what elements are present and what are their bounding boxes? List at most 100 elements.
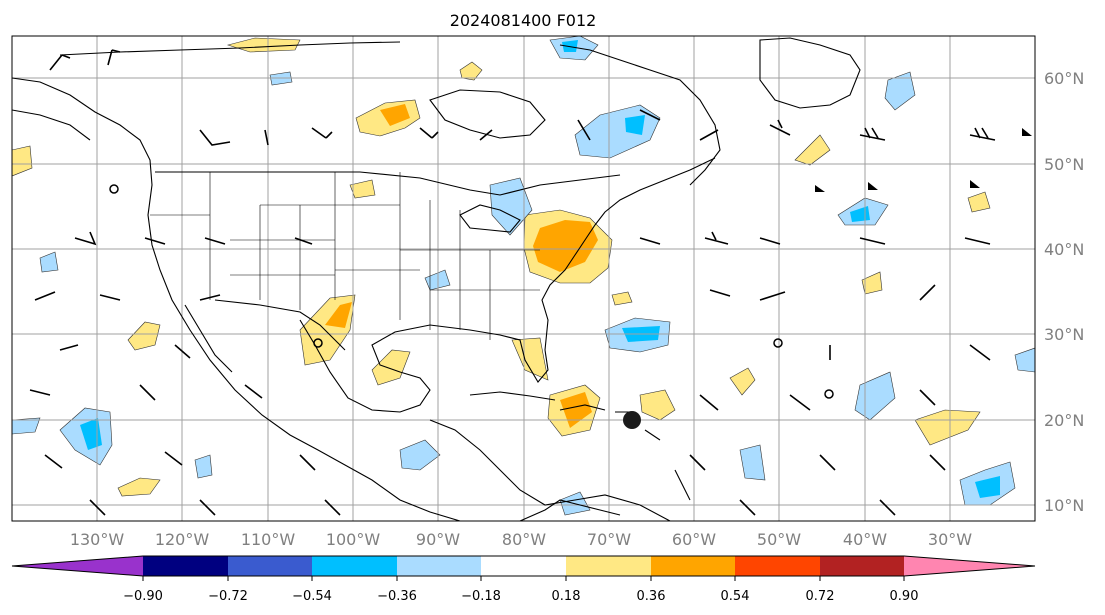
colorbar: −0.90 −0.72 −0.54 −0.36 −0.18 0.18 0.36 … — [11, 555, 1036, 604]
gridlines — [12, 36, 1035, 521]
positive-anomaly-area — [914, 409, 981, 446]
positive-anomaly-area — [459, 61, 483, 81]
positive-anomaly-area — [127, 321, 161, 351]
wind-barb-flag — [815, 185, 825, 192]
lon-label-120w: 120°W — [155, 530, 210, 549]
negative-anomaly-area — [194, 454, 213, 479]
lon-label-50w: 50°W — [757, 530, 801, 549]
wind-barb-flags — [815, 128, 1032, 192]
colorbar-segment — [481, 556, 566, 576]
wind-barb — [639, 237, 661, 245]
longitude-labels: 130°W 120°W 110°W 100°W 90°W 80°W 70°W 6… — [70, 530, 972, 549]
lon-label-90w: 90°W — [416, 530, 460, 549]
map-panel — [11, 35, 1036, 522]
hurricane-marker — [623, 411, 641, 429]
colorbar-over-arrow — [904, 556, 1035, 576]
colorbar-segment — [397, 556, 481, 576]
hudson-bay — [429, 89, 546, 139]
wind-barb — [879, 499, 896, 516]
positive-anomaly-area — [967, 191, 991, 213]
central-america-coast — [429, 419, 671, 521]
wind-barb — [74, 231, 97, 246]
positive-anomaly-area — [371, 349, 411, 386]
positive-anomaly-area — [729, 367, 756, 396]
wind-barb — [859, 127, 886, 141]
wind-barb — [769, 119, 791, 136]
wind-barb — [819, 454, 836, 471]
positive-anomaly-core — [533, 220, 598, 272]
wind-barb — [139, 384, 156, 401]
wind-barb — [244, 384, 263, 399]
positive-anomaly-area — [611, 291, 633, 306]
colorbar-tick-label: −0.54 — [292, 589, 332, 604]
us-mexico-border — [214, 299, 346, 351]
wind-barb — [709, 289, 731, 297]
wind-barb — [107, 49, 121, 66]
us-canada-border — [155, 171, 621, 196]
wind-barb — [324, 499, 341, 516]
lon-label-30w: 30°W — [928, 530, 972, 549]
baja-california — [184, 304, 233, 373]
colorbar-segment — [228, 556, 312, 576]
positive-anomaly-area — [12, 145, 33, 177]
positive-anomaly-area — [117, 477, 161, 497]
negative-anomaly-core — [975, 476, 1000, 498]
map-frame — [11, 35, 1036, 522]
wind-barb — [964, 237, 991, 245]
gulf-of-mexico-coast — [299, 319, 549, 413]
wind-barb — [204, 237, 226, 245]
colorbar-tick-label: −0.72 — [208, 589, 248, 604]
lat-label-30n: 30°N — [1044, 325, 1084, 344]
colorbar-tick-label: 0.72 — [806, 589, 835, 604]
calm-wind-circle — [824, 389, 834, 399]
lat-label-60n: 60°N — [1044, 69, 1084, 88]
south-america-coast — [519, 499, 621, 521]
wind-barb-flag — [1022, 128, 1032, 136]
wind-barb — [929, 454, 946, 471]
wind-barb — [577, 119, 591, 141]
shaded-anomaly-regions — [12, 36, 1035, 516]
negative-anomaly-area — [489, 177, 533, 236]
negative-anomaly-area — [1014, 347, 1035, 373]
lat-label-50n: 50°N — [1044, 155, 1084, 174]
calm-wind-circle — [313, 338, 323, 348]
wind-barb — [199, 129, 231, 146]
wind-barb — [199, 499, 216, 516]
calm-wind-circle — [773, 338, 783, 348]
wind-barb — [969, 127, 996, 141]
wind-barb — [419, 127, 439, 139]
negative-anomaly-area — [399, 439, 441, 471]
wind-barb — [299, 454, 316, 471]
lat-label-40n: 40°N — [1044, 240, 1084, 259]
caribbean-islands — [469, 391, 691, 501]
negative-anomaly-area — [739, 444, 766, 481]
calm-wind-circle — [109, 184, 119, 194]
colorbar-tick-label: −0.18 — [461, 589, 501, 604]
wind-barb — [479, 129, 493, 141]
greenland-coast — [759, 37, 861, 109]
wind-barb — [34, 291, 56, 301]
positive-anomaly-core — [560, 392, 592, 428]
colorbar-segment — [143, 556, 228, 576]
land-outlines — [12, 37, 861, 521]
positive-anomaly-core — [380, 104, 410, 126]
wind-barb-flag — [970, 180, 980, 188]
negative-anomaly-core — [562, 40, 578, 52]
wind-barb — [89, 499, 106, 516]
lon-label-80w: 80°W — [502, 530, 546, 549]
alaska-canada-border — [12, 109, 91, 141]
wind-barb — [969, 344, 991, 361]
wind-barb — [99, 294, 121, 301]
wind-barb — [174, 344, 191, 359]
positive-anomaly-area — [861, 271, 883, 295]
lat-label-20n: 20°N — [1044, 411, 1084, 430]
colorbar-tick-label: 0.54 — [721, 589, 750, 604]
wind-barb — [699, 129, 719, 141]
colorbar-segment — [735, 556, 820, 576]
colorbar-segment — [566, 556, 651, 576]
wind-barb — [759, 237, 781, 245]
negative-anomaly-area — [884, 71, 916, 111]
lon-label-60w: 60°W — [672, 530, 716, 549]
wind-barb — [144, 237, 166, 245]
